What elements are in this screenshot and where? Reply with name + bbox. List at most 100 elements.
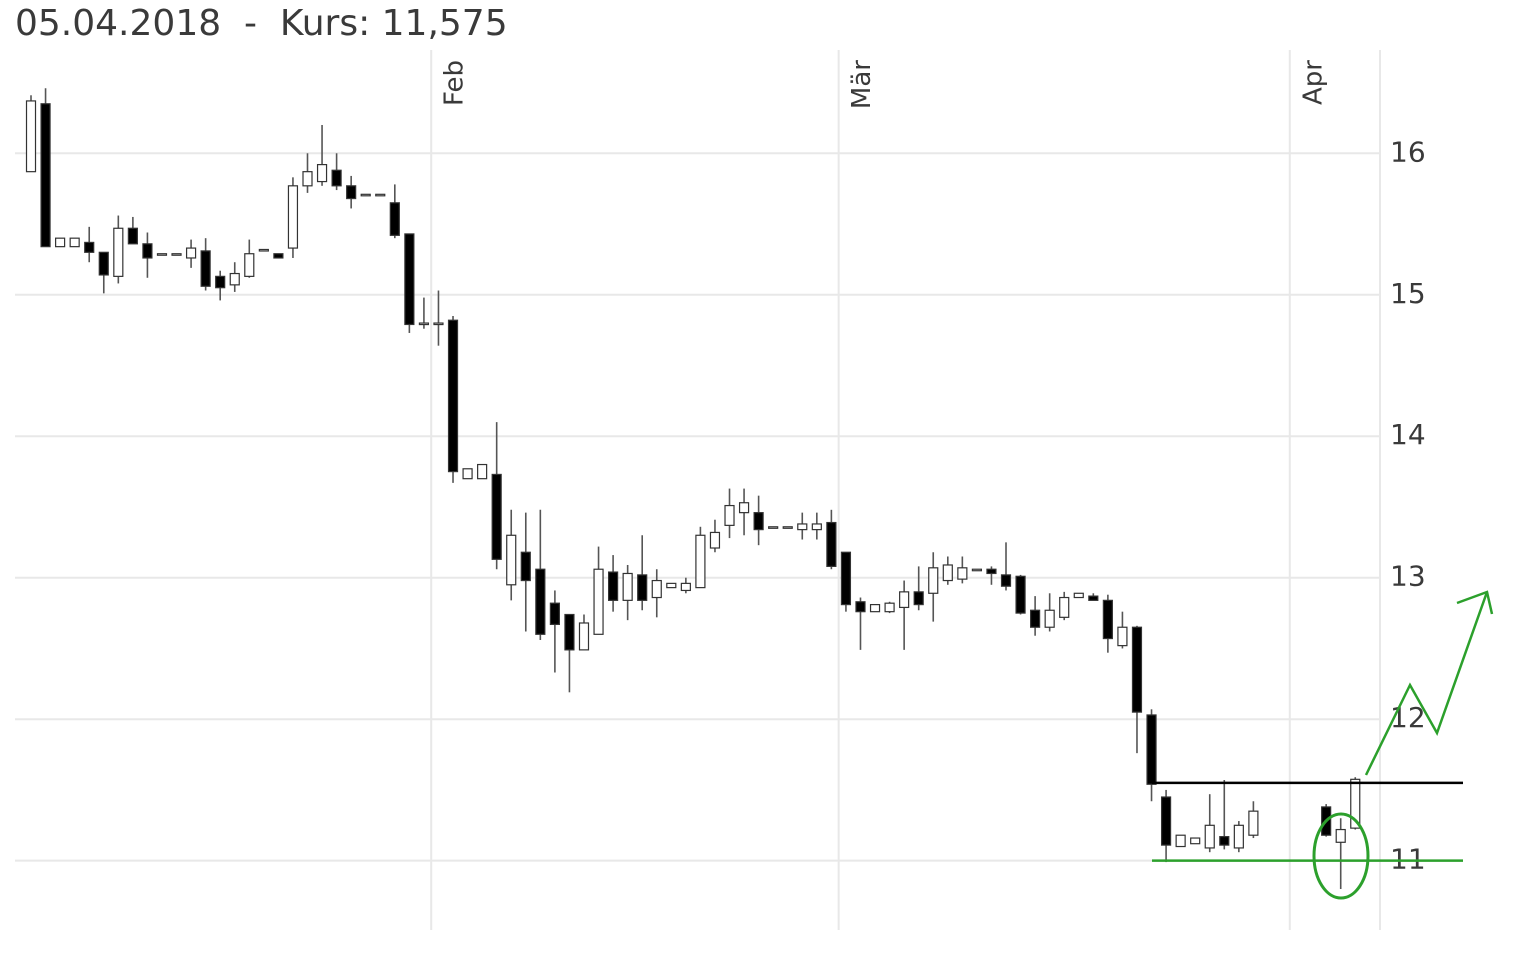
candle-body [1160, 796, 1172, 846]
candle-body [375, 193, 386, 197]
candle-body [229, 272, 240, 286]
candle-body [913, 591, 924, 606]
arrow-head [1456, 590, 1494, 615]
candle-body [768, 526, 779, 529]
candle-body [1350, 778, 1361, 829]
candle-body [549, 602, 560, 626]
candle-body [1088, 595, 1099, 601]
candle-body [884, 602, 895, 613]
candle-body [971, 568, 983, 572]
candle-body [331, 169, 342, 187]
candle-body [753, 512, 764, 531]
candle-body [826, 521, 837, 567]
candle-body [287, 185, 299, 249]
x-tick-label: Apr [1298, 60, 1328, 105]
candle-body [607, 571, 619, 601]
candle-body [957, 567, 968, 580]
candle-body [1131, 626, 1143, 713]
candle-body [680, 582, 691, 592]
candle-body [578, 622, 590, 651]
candle-body [447, 319, 459, 473]
candle-body [1204, 824, 1215, 849]
candle-body [404, 233, 415, 326]
candle-body [55, 237, 66, 248]
x-tick-label: Feb [440, 60, 470, 106]
candle-body [564, 613, 575, 651]
y-tick-label: 11 [1390, 843, 1426, 876]
candle-body [84, 241, 95, 253]
candle-body [1044, 609, 1055, 628]
candle-body [797, 523, 808, 531]
chart-title: 05.04.2018 - Kurs: 11,575 [15, 3, 508, 44]
candle-body [1335, 828, 1346, 843]
candle-body [855, 601, 866, 613]
candle-body [622, 572, 633, 601]
candle-body [346, 185, 357, 200]
candle-body [928, 567, 939, 594]
candle-body [185, 247, 197, 259]
candle-body [273, 253, 284, 259]
y-tick-label: 12 [1390, 701, 1426, 734]
candle-body [244, 253, 255, 277]
candle-body [1233, 824, 1244, 849]
candle-body [40, 103, 51, 248]
y-tick-label: 13 [1390, 560, 1426, 593]
candle-body [651, 579, 662, 599]
y-tick-label: 15 [1390, 277, 1426, 310]
candle-body [127, 227, 138, 245]
candle-body [462, 468, 473, 480]
candle-body [899, 591, 910, 609]
candle-body [389, 202, 400, 236]
candle-body [142, 243, 153, 259]
candle-body [1117, 626, 1128, 647]
trend-arrow [1364, 591, 1489, 776]
candle-body [113, 227, 124, 277]
candle-body [1030, 609, 1041, 628]
candle-body [637, 574, 648, 601]
candle-body [782, 526, 793, 529]
candle-body [1248, 810, 1259, 836]
candle-body [520, 551, 531, 582]
candle-body [433, 322, 444, 326]
annotations [1312, 590, 1494, 900]
candle-body [1190, 837, 1201, 845]
candle-body [360, 193, 371, 197]
candle-body [200, 250, 211, 287]
candle-body [215, 275, 226, 289]
candle-body [477, 463, 488, 480]
candle-body [316, 163, 328, 183]
x-tick-label: Mär [847, 60, 877, 109]
candle-body [1175, 834, 1186, 848]
candle-body [1102, 599, 1113, 640]
y-tick-label: 14 [1390, 418, 1426, 451]
candle-body [986, 568, 997, 575]
candle-body [535, 568, 546, 635]
candle-body [695, 534, 706, 589]
candle-body [506, 534, 517, 586]
candle-body [171, 253, 182, 256]
candle-body [25, 100, 37, 173]
candle-body [869, 603, 881, 613]
candle-body [840, 551, 852, 606]
candle-body [724, 504, 735, 526]
candle-body [258, 248, 269, 252]
candle-body [1000, 574, 1012, 587]
candle-body [156, 253, 168, 256]
highlight-ellipse [1312, 812, 1370, 900]
candle-body [1015, 575, 1026, 614]
candle-body [1059, 596, 1070, 618]
candle-body [491, 473, 502, 560]
candle-body [666, 582, 677, 589]
candle-body [593, 568, 604, 635]
candle-body [1219, 836, 1230, 846]
y-tick-label: 16 [1390, 135, 1426, 168]
candle-body [418, 322, 430, 326]
candle-body [811, 523, 822, 531]
candle-body [302, 171, 313, 187]
candle-body [69, 237, 80, 248]
candle-body [98, 251, 109, 276]
candle-body [1146, 714, 1157, 785]
candle-body [738, 502, 750, 514]
